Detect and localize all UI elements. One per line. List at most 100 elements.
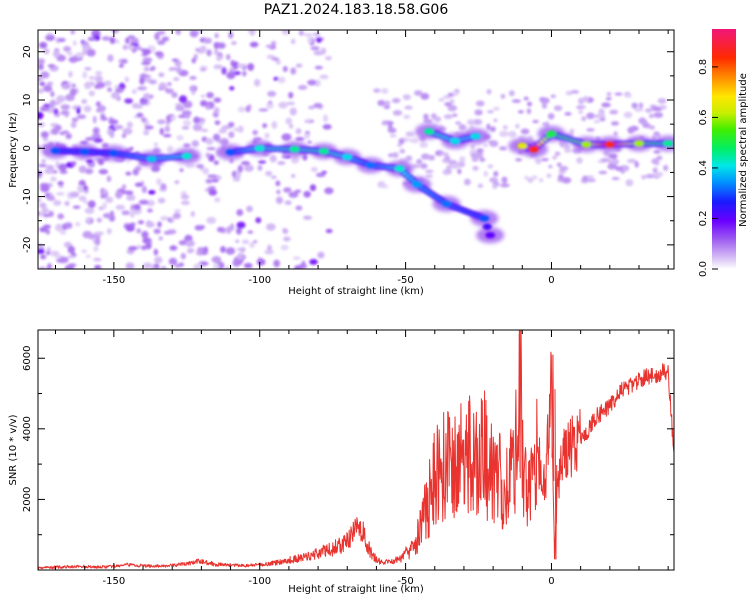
ridge-point <box>412 181 423 188</box>
heatmap-speckle <box>381 87 389 94</box>
heatmap-speckle <box>257 164 263 171</box>
heatmap-speckle <box>613 131 618 137</box>
heatmap-speckle <box>53 108 59 115</box>
x-tick-label: -100 <box>248 576 271 587</box>
heatmap-speckle <box>416 158 423 165</box>
heatmap-speckle <box>66 51 73 56</box>
top-plot-frame <box>37 29 675 270</box>
heatmap-speckle <box>467 119 475 126</box>
heatmap-speckle <box>439 152 449 156</box>
heatmap-speckle <box>523 96 529 101</box>
colorbar: 0.0 0.2 0.4 0.6 0.8 Normalized spectral ampl… <box>698 29 749 277</box>
heatmap-speckle <box>76 107 81 115</box>
heatmap-speckle <box>148 79 157 85</box>
heatmap-speckle <box>577 97 585 105</box>
heatmap-speckle <box>132 168 139 176</box>
heatmap-speckle <box>489 140 499 148</box>
heatmap-speckle <box>205 104 211 110</box>
heatmap-speckle <box>444 101 452 107</box>
heatmap-speckle <box>103 80 112 87</box>
heatmap-speckle <box>197 247 206 253</box>
ridge-segment-peak <box>484 224 491 229</box>
x-tick-label: -150 <box>103 275 126 286</box>
heatmap-speckle <box>40 254 47 260</box>
heatmap-speckle <box>295 137 305 141</box>
y-tick-label: 4000 <box>22 416 33 441</box>
heatmap-speckle <box>38 122 45 127</box>
heatmap-speckle <box>168 67 175 72</box>
heatmap-speckle <box>216 55 223 61</box>
heatmap-speckle <box>71 161 77 166</box>
heatmap-speckle <box>60 110 70 116</box>
heatmap-speckle <box>534 157 542 165</box>
heatmap-speckle <box>447 104 458 112</box>
heatmap-speckle <box>471 157 479 162</box>
heatmap-speckle <box>653 167 658 173</box>
heatmap-speckle <box>192 123 203 132</box>
heatmap-speckle <box>614 92 623 96</box>
heatmap-speckle <box>175 30 181 35</box>
heatmap-speckle <box>180 194 190 200</box>
heatmap-speckle <box>424 169 434 174</box>
heatmap-speckle <box>127 35 136 39</box>
heatmap-speckle <box>178 262 185 267</box>
ridge-point <box>79 148 90 155</box>
heatmap-speckle <box>171 91 178 99</box>
heatmap-speckle <box>570 90 580 94</box>
heatmap-speckle <box>559 165 569 171</box>
heatmap-speckle <box>423 118 433 124</box>
heatmap-speckle <box>191 91 196 96</box>
heatmap-speckle <box>578 109 583 115</box>
heatmap-speckle <box>213 160 219 165</box>
heatmap-speckle <box>438 98 445 102</box>
heatmap-speckle <box>139 76 145 85</box>
heatmap-speckle <box>216 226 225 233</box>
heatmap-speckle <box>49 100 56 109</box>
heatmap-speckle <box>85 254 91 259</box>
heatmap-speckle <box>153 228 161 234</box>
heatmap-speckle <box>262 123 268 129</box>
heatmap-speckle <box>218 129 227 134</box>
ridge-point <box>108 149 119 157</box>
heatmap-speckle <box>207 174 218 179</box>
heatmap-speckle <box>309 258 318 265</box>
heatmap-speckle <box>121 184 127 189</box>
heatmap-speckle <box>111 91 120 100</box>
heatmap-speckle <box>427 154 435 161</box>
ridge-point <box>479 215 490 222</box>
y-tick-label: 10 <box>22 94 33 107</box>
heatmap-speckle <box>633 108 644 112</box>
bottom-x-axis-label: Height of straight line (km) <box>288 584 424 595</box>
heatmap-speckle <box>101 36 111 41</box>
heatmap-speckle <box>377 99 386 107</box>
heatmap-speckle <box>175 66 182 74</box>
heatmap-speckle <box>38 164 47 168</box>
heatmap-speckle <box>121 59 127 64</box>
x-tick-label: 0 <box>548 275 554 286</box>
heatmap-speckle <box>270 41 277 45</box>
heatmap-speckle <box>292 256 301 260</box>
heatmap-speckle <box>106 175 112 183</box>
heatmap-speckle <box>58 163 68 172</box>
heatmap-speckle <box>388 153 394 158</box>
heatmap-speckle <box>313 102 323 109</box>
heatmap-speckle <box>100 113 106 119</box>
heatmap-speckle <box>275 180 281 187</box>
heatmap-speckle <box>547 113 555 120</box>
heatmap-speckle <box>160 265 167 269</box>
heatmap-speckle <box>102 212 112 219</box>
heatmap-speckle <box>249 242 255 248</box>
heatmap-speckle <box>47 33 53 37</box>
heatmap-speckle <box>84 207 95 214</box>
heatmap-speckle <box>85 137 95 141</box>
heatmap-speckle <box>271 57 280 61</box>
heatmap-speckle <box>126 121 133 129</box>
heatmap-speckle <box>182 100 193 109</box>
heatmap-speckle <box>213 133 220 141</box>
heatmap-speckle <box>93 137 103 143</box>
heatmap-speckle <box>50 176 57 182</box>
heatmap-speckle <box>51 127 59 135</box>
heatmap-speckle <box>59 230 67 235</box>
heatmap-speckle <box>153 142 159 148</box>
heatmap-speckle <box>389 134 397 138</box>
